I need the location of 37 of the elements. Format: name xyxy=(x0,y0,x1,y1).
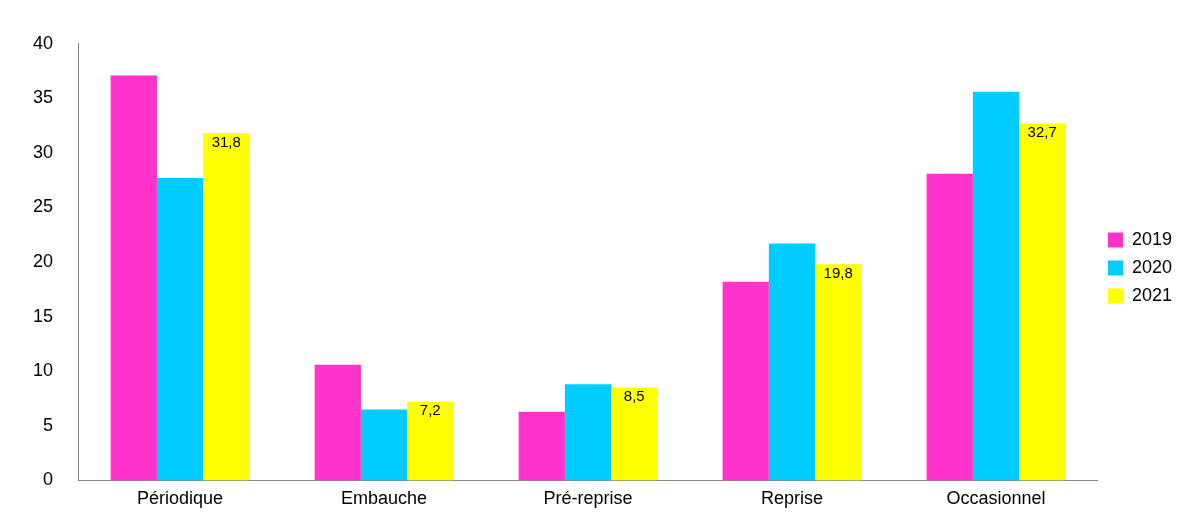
y-tick-label: 20 xyxy=(32,251,54,272)
y-tick-label: 25 xyxy=(32,196,54,217)
y-tick-label: 35 xyxy=(32,87,54,108)
bar xyxy=(518,411,565,481)
bar xyxy=(407,401,454,481)
bar xyxy=(203,133,250,481)
data-label: 7,2 xyxy=(419,401,441,419)
bar xyxy=(564,384,612,481)
bar xyxy=(314,364,361,481)
y-tick-label: 0 xyxy=(43,469,54,490)
bar xyxy=(156,178,204,481)
y-tick-label: 5 xyxy=(43,414,54,435)
x-tick-label: Occasionnel xyxy=(946,488,1046,509)
legend-label: 2019 xyxy=(1131,228,1172,249)
bar xyxy=(972,91,1020,481)
data-label: 32,7 xyxy=(1027,123,1057,141)
bar xyxy=(815,264,862,481)
bar xyxy=(360,409,408,481)
bar xyxy=(926,173,973,481)
bar xyxy=(611,387,658,481)
legend-label: 2020 xyxy=(1131,256,1172,277)
x-tick-label: Pré-reprise xyxy=(543,488,633,509)
x-tick-label: Reprise xyxy=(760,488,823,509)
y-tick-label: 15 xyxy=(32,305,54,326)
bar xyxy=(768,243,816,481)
data-label: 8,5 xyxy=(623,387,645,405)
x-tick-label: Embauche xyxy=(340,488,428,509)
x-tick-label: Périodique xyxy=(136,488,224,509)
data-label: 31,8 xyxy=(211,132,241,150)
bar xyxy=(722,281,769,481)
y-tick-label: 10 xyxy=(32,360,54,381)
y-tick-label: 40 xyxy=(32,32,54,53)
bar xyxy=(1019,123,1066,481)
y-tick-label: 30 xyxy=(32,141,54,162)
bar xyxy=(110,75,157,481)
legend-label: 2021 xyxy=(1131,284,1172,305)
data-label: 19,8 xyxy=(823,263,853,281)
